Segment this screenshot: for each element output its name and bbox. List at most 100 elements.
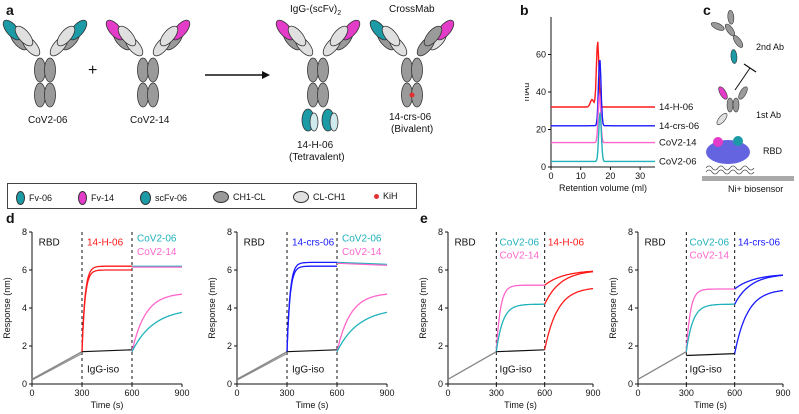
antibody-14-crs-06 xyxy=(369,19,455,108)
y-axis-label: Response (nm) xyxy=(608,277,618,339)
series-label-2: CoV2-14 xyxy=(659,138,697,149)
load-line xyxy=(31,351,83,380)
y-tick-label: 0 xyxy=(227,379,232,389)
legend-fv06-label: Fv-06 xyxy=(29,193,53,203)
series-label-1: 14-crs-06 xyxy=(659,121,699,132)
y-tick-label: 4 xyxy=(438,303,443,313)
annot-rbd: RBD xyxy=(644,237,665,248)
rbd-shape xyxy=(706,140,750,164)
x-tick-label: 600 xyxy=(124,388,139,398)
y-axis-label: mAu xyxy=(525,83,531,102)
legend-ch1cl: CH1-CL xyxy=(213,191,266,203)
annot-third-a: CoV2-06 xyxy=(342,234,382,245)
label-2nd-ab: 2nd Ab xyxy=(756,42,785,52)
label-cov2-06: CoV2-06 xyxy=(28,115,68,126)
clch1-swatch-icon xyxy=(293,191,309,203)
chart-e1: 0 300 600 900 0 2 4 6 8 Time (s) Response (nm) RBD C… xyxy=(418,227,601,410)
ch1cl-swatch-icon xyxy=(213,191,229,203)
label-14-h-06: 14-H-06 xyxy=(297,140,334,151)
chart-d2: 0 300 600 900 0 2 4 6 8 Time (s) Response (nm) RBD 1… xyxy=(207,227,395,410)
legend-fv14: Fv-14 xyxy=(78,191,114,205)
third-on-iso xyxy=(544,287,594,350)
annot-third-b: CoV2-14 xyxy=(342,247,382,258)
x-tick-label: 300 xyxy=(279,388,294,398)
annot-iso: IgG-iso xyxy=(87,365,120,376)
load-line-2 xyxy=(31,353,83,381)
panel-b-letter: b xyxy=(520,2,529,18)
annot-rbd: RBD xyxy=(454,237,475,248)
second-pink xyxy=(495,284,545,352)
legend-fv14-label: Fv-14 xyxy=(91,193,115,203)
y-tick-label: 6 xyxy=(22,265,27,275)
legend-clch1-label: CL-CH1 xyxy=(313,192,346,202)
series-line-2 xyxy=(551,94,655,144)
x-tick-label: 0 xyxy=(548,171,553,181)
biosensor-surface xyxy=(702,176,794,181)
inhibition-line xyxy=(734,67,751,91)
chart-b: 0 10 20 30 0 20 40 60 Retention volume (ml) mAu 14… xyxy=(525,17,699,193)
series-label-0: 14-H-06 xyxy=(659,102,693,113)
fv06-swatch-icon xyxy=(16,191,25,205)
x-axis-label: Retention volume (ml) xyxy=(559,183,647,193)
y-tick-label: 20 xyxy=(536,125,546,135)
x-tick-label: 30 xyxy=(635,171,645,181)
third-pink xyxy=(131,293,183,352)
scfv06-swatch-icon xyxy=(140,191,151,205)
label-crossmab: CrossMab xyxy=(389,4,435,15)
legend-kih: KiH xyxy=(374,191,398,201)
annot-second: 14-H-06 xyxy=(87,237,124,248)
inhibition-bar xyxy=(743,63,757,73)
legend-kih-label: KiH xyxy=(383,191,398,201)
rbd-site-14 xyxy=(713,137,723,147)
annot-second-b: CoV2-14 xyxy=(690,251,730,262)
x-tick-label: 900 xyxy=(379,388,394,398)
panel-d-letter: d xyxy=(6,210,15,226)
annot-iso: IgG-iso xyxy=(292,365,325,376)
iso-line xyxy=(81,349,133,353)
x-axis-label: Time (s) xyxy=(91,400,124,410)
third-on-pink xyxy=(734,274,784,290)
antibody-cov2-06 xyxy=(2,19,88,108)
y-tick-label: 0 xyxy=(628,379,633,389)
panel-a-letter: a xyxy=(6,2,14,18)
x-axis-label: Time (s) xyxy=(504,400,537,410)
x-tick-label: 0 xyxy=(234,388,239,398)
second-line xyxy=(286,261,337,352)
legend-clch1: CL-CH1 xyxy=(293,191,346,203)
x-tick-label: 0 xyxy=(29,388,34,398)
second-teal xyxy=(495,303,545,352)
x-tick-label: 300 xyxy=(489,388,504,398)
y-tick-label: 6 xyxy=(628,265,633,275)
legend-ch1cl-label: CH1-CL xyxy=(233,192,266,202)
y-tick-label: 60 xyxy=(536,50,546,60)
y-tick-label: 4 xyxy=(227,303,232,313)
y-tick-label: 2 xyxy=(438,341,443,351)
y-axis-label: Response (nm) xyxy=(2,277,12,339)
label-bivalent: (Bivalent) xyxy=(391,124,434,135)
label-14-crs-06: 14-crs-06 xyxy=(389,112,432,123)
x-tick-label: 20 xyxy=(605,171,615,181)
third-flat-teal xyxy=(336,261,388,265)
x-tick-label: 600 xyxy=(727,388,742,398)
series-line-3 xyxy=(551,112,655,163)
third-on-teal xyxy=(734,274,784,305)
x-tick-label: 600 xyxy=(329,388,344,398)
y-axis-label: Response (nm) xyxy=(207,277,217,339)
annot-rbd: RBD xyxy=(244,237,265,248)
legend-scfv06: scFv-06 xyxy=(140,191,187,205)
annot-third-b: CoV2-14 xyxy=(137,247,177,258)
third-teal xyxy=(336,311,388,352)
iso-line xyxy=(686,353,735,357)
x-tick-label: 0 xyxy=(445,388,450,398)
label-1st-ab: 1st Ab xyxy=(756,110,782,120)
annot-second-a: CoV2-06 xyxy=(690,237,730,248)
label-biosensor: Ni+ biosensor xyxy=(728,184,784,194)
y-tick-label: 8 xyxy=(438,227,443,237)
panel-a-diagram xyxy=(2,19,455,132)
load-line xyxy=(236,351,288,380)
y-tick-label: 40 xyxy=(536,87,546,97)
load-line xyxy=(637,351,687,380)
arrow-head xyxy=(262,71,270,79)
second-line-b xyxy=(81,269,132,352)
y-tick-label: 4 xyxy=(628,303,633,313)
